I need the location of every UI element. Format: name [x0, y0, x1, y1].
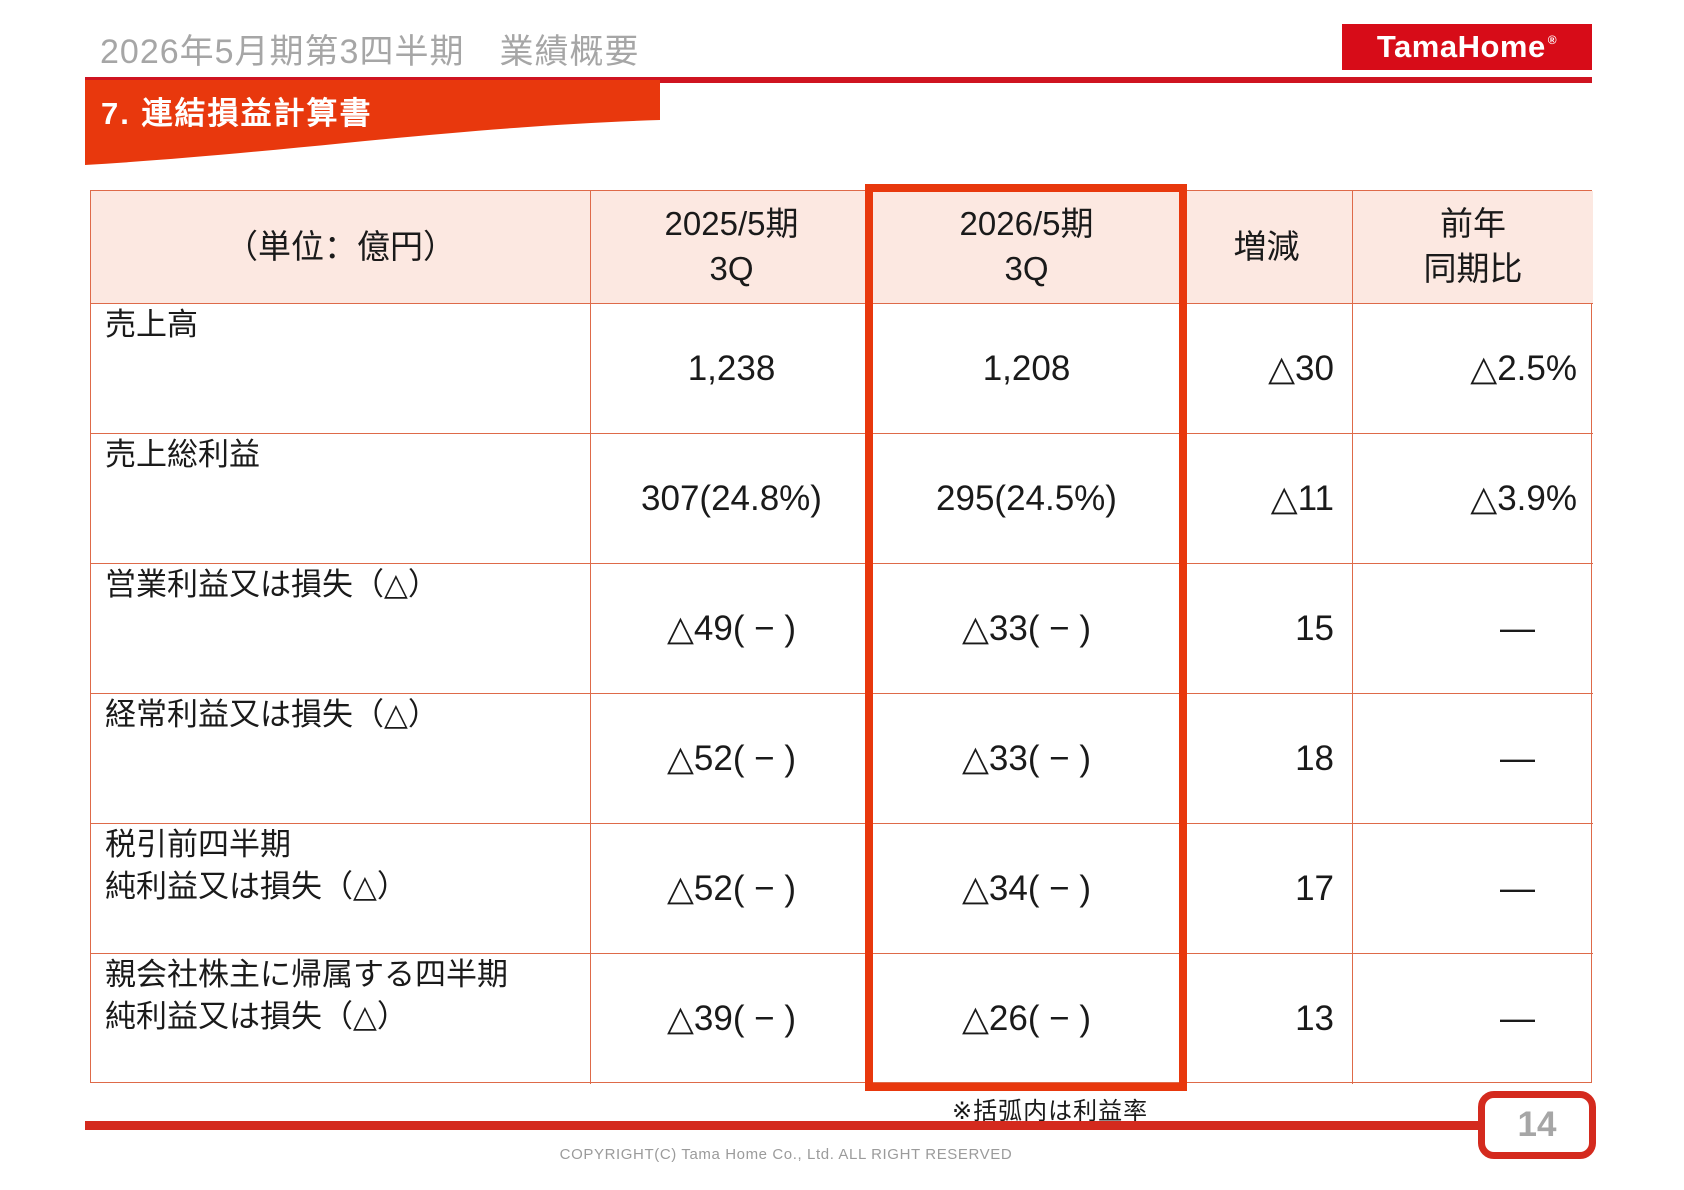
row-label-line: 売上高 [105, 307, 198, 342]
cell-prev: △52( − ) [591, 824, 873, 954]
page-number-box: 14 [1478, 1091, 1596, 1159]
page-number: 14 [1517, 1105, 1557, 1144]
cell-prev: 1,238 [591, 304, 873, 434]
cell-prev: 307(24.8%) [591, 434, 873, 564]
cell-change: 18 [1181, 694, 1353, 824]
page-title: 2026年5月期第3四半期 業績概要 [100, 33, 640, 71]
cell-curr: △33( − ) [873, 694, 1181, 824]
copyright-text: COPYRIGHT(C) Tama Home Co., Ltd. ALL RIG… [559, 1146, 1013, 1163]
cell-change: 13 [1181, 954, 1353, 1084]
row-label-net-income-attributable: 親会社株主に帰属する四半期 純利益又は損失（△） [91, 954, 591, 1084]
table-footnote: ※括弧内は利益率 [952, 1098, 1149, 1125]
header-line: 3Q [1004, 250, 1049, 287]
header-line: 2025/5期 [664, 205, 799, 243]
table-header-curr-period: 2026/5期 3Q [873, 191, 1181, 304]
registered-mark: ® [1547, 33, 1558, 47]
cell-change: △11 [1181, 434, 1353, 564]
row-label-gross-profit: 売上総利益 [91, 434, 591, 564]
cell-yoy: △2.5% [1353, 304, 1593, 434]
table-header-unit: （単位：億円） [91, 191, 591, 304]
table-header-yoy: 前年 同期比 [1353, 191, 1593, 304]
cell-change: 17 [1181, 824, 1353, 954]
cell-prev: △52( − ) [591, 694, 873, 824]
row-label-line: 税引前四半期 [105, 827, 291, 862]
row-label-line: 売上総利益 [105, 437, 260, 472]
row-label-pretax-income: 税引前四半期 純利益又は損失（△） [91, 824, 591, 954]
profit-loss-table: （単位：億円） 2025/5期 3Q 2026/5期 3Q 増減 前年 同期比 … [90, 184, 1593, 1091]
row-label-line: 純利益又は損失（△） [105, 868, 408, 904]
section-title: 7. 連結損益計算書 [101, 96, 373, 131]
header-line: 前年 [1440, 205, 1506, 243]
row-label-operating-income: 営業利益又は損失（△） [91, 564, 591, 694]
header-line: 2026/5期 [959, 205, 1094, 243]
table-header-prev-period: 2025/5期 3Q [591, 191, 873, 304]
top-rule [85, 77, 1592, 83]
tamahome-logo: TamaHome ® [1342, 24, 1592, 70]
cell-yoy: — [1353, 824, 1593, 954]
cell-curr: 1,208 [873, 304, 1181, 434]
row-label-line: 経常利益又は損失（△） [105, 697, 439, 732]
row-label-line: 営業利益又は損失（△） [105, 567, 439, 602]
cell-yoy: — [1353, 694, 1593, 824]
table-header-change: 増減 [1181, 191, 1353, 304]
banner-swoosh-shape [85, 80, 660, 165]
cell-yoy: △3.9% [1353, 434, 1593, 564]
header-line: 同期比 [1423, 250, 1523, 287]
header-line: 増減 [1233, 227, 1300, 265]
row-label-ordinary-income: 経常利益又は損失（△） [91, 694, 591, 824]
cell-curr: △26( − ) [873, 954, 1181, 1084]
cell-yoy: — [1353, 564, 1593, 694]
logo-text: TamaHome [1376, 29, 1546, 64]
row-label-line: 親会社株主に帰属する四半期 [105, 957, 508, 992]
cell-curr: △34( − ) [873, 824, 1181, 954]
bottom-rule [85, 1121, 1481, 1130]
row-label-net-sales: 売上高 [91, 304, 591, 434]
header-line: 3Q [709, 250, 754, 287]
cell-prev: △39( − ) [591, 954, 873, 1084]
cell-curr: △33( − ) [873, 564, 1181, 694]
cell-curr: 295(24.5%) [873, 434, 1181, 564]
section-banner: 7. 連結損益計算書 [85, 80, 660, 168]
cell-yoy: — [1500, 999, 1535, 1038]
cell-prev: △49( − ) [591, 564, 873, 694]
row-label-line: 純利益又は損失（△） [105, 998, 408, 1034]
cell-change: △30 [1181, 304, 1353, 434]
cell-change: 15 [1181, 564, 1353, 694]
